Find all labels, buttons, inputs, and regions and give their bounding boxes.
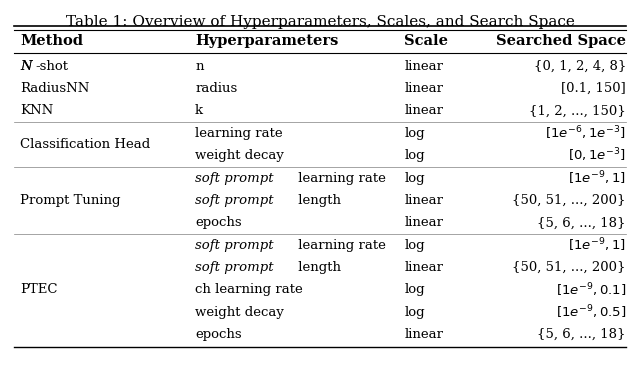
Text: linear: linear [404,216,444,229]
Text: Table 1: Overview of Hyperparameters, Scales, and Search Space: Table 1: Overview of Hyperparameters, Sc… [65,14,575,28]
Text: k: k [195,104,204,117]
Text: {0, 1, 2, 4, 8}: {0, 1, 2, 4, 8} [534,60,626,73]
Text: Hyperparameters: Hyperparameters [195,34,339,48]
Text: log: log [404,283,425,296]
Text: log: log [404,172,425,185]
Text: $[1e^{-9}, 1]$: $[1e^{-9}, 1]$ [568,236,626,254]
Text: linear: linear [404,328,444,341]
Text: radius: radius [195,82,237,95]
Text: soft prompt: soft prompt [195,172,274,185]
Text: weight decay: weight decay [195,149,284,162]
Text: Prompt Tuning: Prompt Tuning [20,194,121,207]
Text: Classification Head: Classification Head [20,138,150,151]
Text: N: N [20,60,32,73]
Text: learning rate: learning rate [195,127,283,140]
Text: soft prompt: soft prompt [195,194,274,207]
Text: Method: Method [20,34,83,48]
Text: $[0, 1e^{-3}]$: $[0, 1e^{-3}]$ [568,147,626,164]
Text: {50, 51, ..., 200}: {50, 51, ..., 200} [513,261,626,274]
Text: $[1e^{-9}, 0.5]$: $[1e^{-9}, 0.5]$ [556,304,626,321]
Text: linear: linear [404,104,444,117]
Text: soft prompt: soft prompt [195,239,274,252]
Text: [0.1, 150]: [0.1, 150] [561,82,626,95]
Text: {1, 2, ..., 150}: {1, 2, ..., 150} [529,104,626,117]
Text: length: length [294,194,341,207]
Text: ch learning rate: ch learning rate [195,283,303,296]
Text: soft prompt: soft prompt [195,261,274,274]
Text: linear: linear [404,194,444,207]
Text: learning rate: learning rate [294,172,386,185]
Text: log: log [404,306,425,319]
Text: linear: linear [404,82,444,95]
Text: $[1e^{-9}, 1]$: $[1e^{-9}, 1]$ [568,169,626,187]
Text: log: log [404,127,425,140]
Text: n: n [195,60,204,73]
Text: log: log [404,239,425,252]
Text: $[1e^{-9}, 0.1]$: $[1e^{-9}, 0.1]$ [556,281,626,299]
Text: epochs: epochs [195,328,242,341]
Text: $[1e^{-6}, 1e^{-3}]$: $[1e^{-6}, 1e^{-3}]$ [545,124,626,142]
Text: {5, 6, ..., 18}: {5, 6, ..., 18} [538,328,626,341]
Text: {5, 6, ..., 18}: {5, 6, ..., 18} [538,216,626,229]
Text: -shot: -shot [35,60,68,73]
Text: weight decay: weight decay [195,306,284,319]
Text: N: N [20,60,32,73]
Text: linear: linear [404,261,444,274]
Text: Scale: Scale [404,34,448,48]
Text: log: log [404,149,425,162]
Text: length: length [294,261,341,274]
Text: epochs: epochs [195,216,242,229]
Text: KNN: KNN [20,104,54,117]
Text: linear: linear [404,60,444,73]
Text: Searched Space: Searched Space [496,34,626,48]
Text: learning rate: learning rate [294,239,386,252]
Text: PTEC: PTEC [20,283,58,296]
Text: {50, 51, ..., 200}: {50, 51, ..., 200} [513,194,626,207]
Text: RadiusNN: RadiusNN [20,82,90,95]
